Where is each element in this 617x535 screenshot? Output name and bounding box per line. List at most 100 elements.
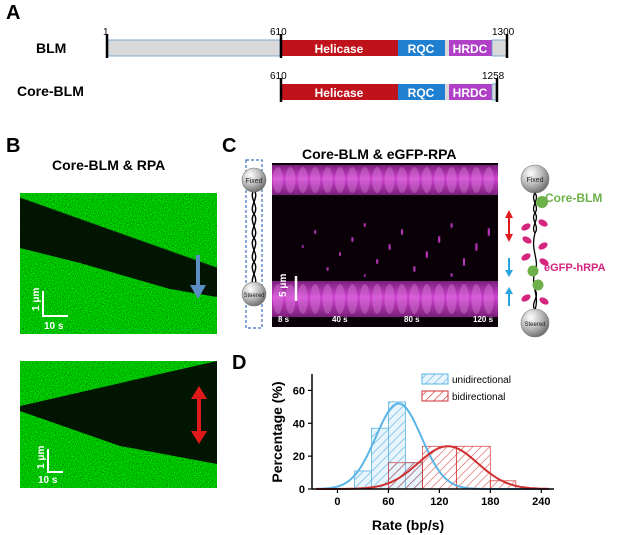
- x-tick-label: 180: [481, 496, 499, 508]
- steered-bead-label: Steered: [243, 293, 264, 299]
- steered-bead-band: [272, 281, 498, 317]
- up-arrow-blue: [505, 287, 513, 306]
- fixed-bead-right-label: Fixed: [526, 177, 543, 184]
- dsdna-unwound-region-2: [20, 361, 217, 464]
- rate-histogram: Percentage (%) Rate (bp/s) 0 60 120 180 240 0…: [269, 373, 554, 533]
- scale-bar-time: 10 s: [44, 321, 64, 332]
- rpa-spot: [401, 232, 403, 235]
- steered-bead-blob: [384, 284, 395, 314]
- y-tick-label: 60: [293, 385, 305, 397]
- y-tick-label: 20: [293, 451, 305, 463]
- scale-bar-distance-2: 1 μm: [36, 446, 47, 469]
- fixed-bead-blob: [372, 167, 383, 193]
- field-of-view-box: [245, 159, 263, 329]
- fixed-bead-blob: [409, 167, 420, 193]
- steered-bead-blob: [446, 284, 457, 314]
- rqc-domain-core: [398, 84, 445, 100]
- rpa-spot: [301, 245, 304, 248]
- rqc-label: RQC: [408, 42, 435, 56]
- fluorescence-kymograph: 5 μm 8 s 40 s 80 s 120 s: [272, 163, 498, 327]
- fixed-bead-blob: [359, 167, 370, 193]
- fixed-bead-blob: [471, 167, 482, 193]
- dna-strand-right-b: [532, 192, 538, 234]
- x-tick-label: 60: [382, 496, 394, 508]
- steered-bead-blob: [285, 284, 296, 314]
- steered-bead-blob: [359, 284, 370, 314]
- time-label-8s: 8 s: [278, 315, 290, 324]
- rpa-spot: [376, 261, 379, 264]
- rpa-spot: [363, 274, 366, 277]
- steered-bead-blob: [409, 284, 420, 314]
- fixed-bead-blob: [434, 167, 445, 193]
- position-label-1300: 1300: [492, 27, 515, 38]
- rpa-spot: [363, 224, 366, 227]
- panel-c-title: Core-BLM & eGFP-RPA: [302, 146, 457, 162]
- scale-bar-distance: 1 μm: [31, 288, 42, 311]
- legend: unidirectional bidirectional: [421, 373, 511, 403]
- steered-bead-blob: [471, 284, 482, 314]
- helicase-domain-core: [281, 84, 398, 100]
- position-label-610b: 610: [270, 71, 287, 82]
- steered-bead-blob: [273, 284, 283, 314]
- legend-swatch-bidirectional: [421, 390, 449, 402]
- histogram-bar-bidirectional: [455, 445, 491, 490]
- legend-label-unidirectional: unidirectional: [452, 375, 511, 386]
- tethered-dna-schematic-left: Fixed Steered: [241, 159, 267, 329]
- core-blm-label: Core-BLM: [545, 191, 603, 205]
- linker-region: [107, 39, 281, 57]
- unidirectional-arrow: [190, 255, 206, 299]
- dna-strand-b: [251, 189, 257, 287]
- position-label-1258: 1258: [482, 71, 505, 82]
- core-blm-molecule-1: [536, 196, 548, 208]
- steered-bead-blob: [335, 284, 345, 314]
- steered-bead-blob: [483, 284, 494, 314]
- steered-bead-blob: [347, 284, 358, 314]
- rpa-spot: [413, 269, 416, 272]
- time-label-40s: 40 s: [332, 315, 348, 324]
- down-arrow-blue: [505, 258, 513, 277]
- histogram-bar-unidirectional: [371, 427, 389, 490]
- rpa-spot: [339, 253, 341, 256]
- steered-bead-blob: [459, 284, 469, 314]
- bidirectional-red-arrow: [505, 210, 513, 242]
- legend-swatch-unidirectional: [421, 373, 449, 385]
- x-tick-label: 0: [334, 496, 340, 508]
- rpa-spot: [475, 248, 478, 251]
- hrdc-domain-core: [449, 84, 492, 100]
- scale-bar: 1 μm 10 s: [31, 288, 68, 332]
- rpa-spot: [450, 274, 453, 277]
- kymo-scale-label: 5 μm: [278, 274, 289, 297]
- bidirectional-arrow: [191, 386, 207, 444]
- fixed-bead-blob: [297, 167, 308, 193]
- fixed-bead-blob: [459, 167, 469, 193]
- rpa-spot: [425, 255, 428, 258]
- domain-diagram: BLM 1 610 1300 Helicase RQC HRDC Core-BL…: [17, 27, 515, 102]
- x-tick-label: 120: [430, 496, 448, 508]
- core-blm-molecule-2: [527, 265, 539, 277]
- y-tick-label: 40: [293, 418, 305, 430]
- position-label-610: 610: [270, 27, 287, 38]
- steered-bead-blob: [297, 284, 308, 314]
- time-label-80s: 80 s: [404, 315, 420, 324]
- steered-bead: [241, 281, 267, 307]
- rpa-spot: [388, 247, 391, 250]
- panel-b-title: Core-BLM & RPA: [52, 157, 166, 173]
- construct-name-blm: BLM: [36, 40, 66, 56]
- rpa-spot: [450, 225, 453, 228]
- fixed-bead-blob: [347, 167, 358, 193]
- rqc-label-core: RQC: [408, 86, 435, 100]
- fixed-bead-blob: [384, 167, 395, 193]
- kymo-scale-bar: 5 μm: [278, 274, 298, 301]
- panel-d-label: D: [232, 352, 247, 374]
- hrdc-domain: [449, 40, 492, 56]
- histogram-bar-bidirectional: [388, 462, 423, 490]
- rpa-molecules: [521, 219, 549, 305]
- fixed-bead-blob: [397, 167, 407, 193]
- kymograph-unidirectional: 1 μm 10 s: [20, 193, 217, 334]
- position-label-1: 1: [103, 27, 109, 38]
- fixed-bead: [241, 167, 267, 193]
- rpa-spot: [438, 240, 441, 243]
- blm-construct: BLM 1 610 1300 Helicase RQC HRDC: [36, 27, 515, 58]
- hrdc-label: HRDC: [453, 42, 488, 56]
- c-term-region: [491, 39, 508, 57]
